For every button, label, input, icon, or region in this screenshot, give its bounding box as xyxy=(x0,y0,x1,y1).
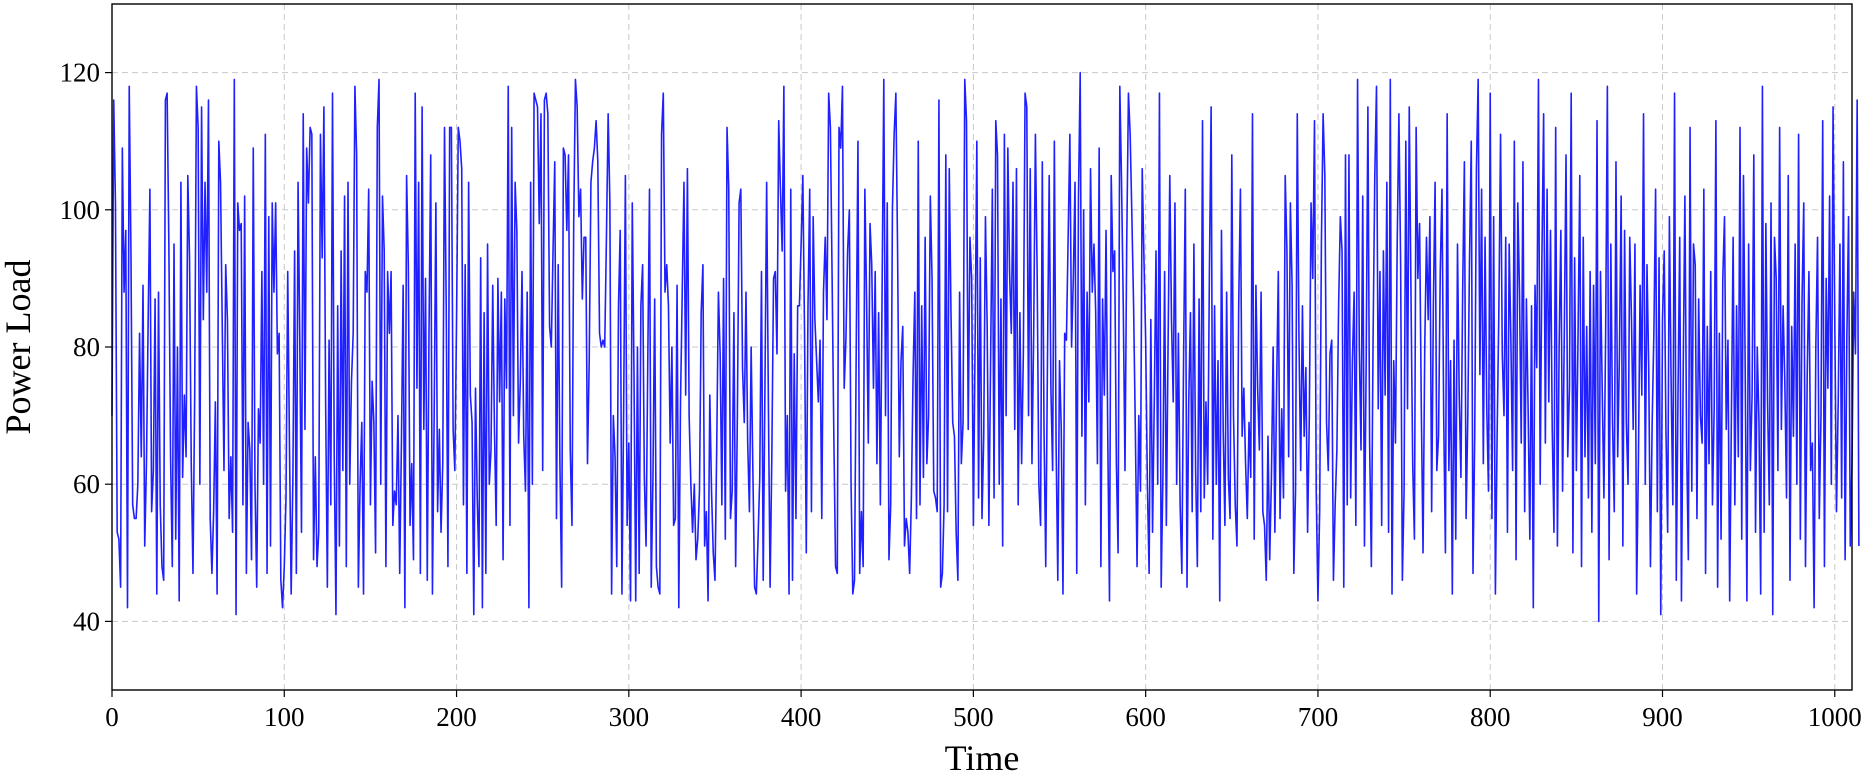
x-axis-title: Time xyxy=(945,738,1020,775)
x-tick-label: 800 xyxy=(1470,702,1511,732)
x-tick-label: 100 xyxy=(264,702,305,732)
x-tick-label: 400 xyxy=(781,702,822,732)
y-tick-label: 120 xyxy=(60,58,101,88)
x-tick-label: 300 xyxy=(609,702,650,732)
y-tick-label: 40 xyxy=(73,606,100,636)
y-axis-title: Power Load xyxy=(0,260,38,435)
y-tick-label: 100 xyxy=(60,195,101,225)
x-tick-label: 0 xyxy=(105,702,119,732)
x-tick-label: 1000 xyxy=(1808,702,1862,732)
y-tick-label: 80 xyxy=(73,332,100,362)
x-tick-label: 200 xyxy=(436,702,477,732)
x-tick-label: 900 xyxy=(1642,702,1683,732)
x-tick-label: 700 xyxy=(1298,702,1339,732)
y-tick-label: 60 xyxy=(73,469,100,499)
x-tick-label: 600 xyxy=(1125,702,1166,732)
axis-ticks: 0 100 200 300 400 500 600 700 800 900 1000 40 60 80 10… xyxy=(60,58,1862,732)
x-tick-label: 500 xyxy=(953,702,994,732)
series-line-power-load xyxy=(111,71,1860,623)
